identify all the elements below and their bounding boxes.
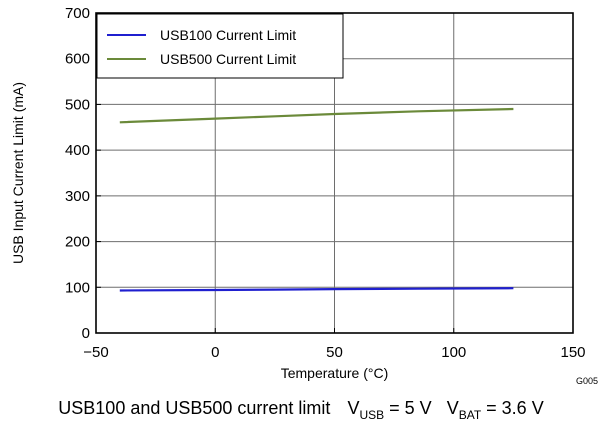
caption-text: USB100 and USB500 current limit [58, 398, 330, 418]
x-tick-label: 50 [326, 344, 343, 361]
x-tick-label: 150 [560, 344, 585, 361]
y-tick-label: 0 [82, 325, 90, 342]
legend-label-usb500: USB500 Current Limit [160, 51, 296, 67]
y-tick-label: 300 [65, 188, 90, 205]
y-tick-label: 200 [65, 234, 90, 251]
legend-box [96, 13, 344, 79]
caption-vusb-symbol: V [347, 398, 359, 418]
figure-caption: USB100 and USB500 current limit VUSB = 5… [58, 398, 543, 422]
x-tick-label: −50 [83, 344, 108, 361]
y-tick-label: 100 [65, 279, 90, 296]
y-tick-label: 500 [65, 96, 90, 113]
y-tick-label: 400 [65, 142, 90, 159]
y-tick-label: 600 [65, 51, 90, 68]
caption-vbat-value: = 3.6 V [481, 398, 544, 418]
legend: USB100 Current Limit USB500 Current Limi… [96, 13, 344, 79]
series-line-usb100 [119, 287, 514, 292]
y-tick-labels: 0 100 200 300 400 500 600 700 [65, 5, 90, 342]
x-axis-title: Temperature (°C) [281, 365, 389, 381]
caption-vusb-value: = 5 V [384, 398, 432, 418]
x-tick-label: 0 [211, 344, 219, 361]
legend-label-usb100: USB100 Current Limit [160, 27, 296, 43]
series-lines [119, 107, 514, 292]
caption-vbat-symbol: V [447, 398, 459, 418]
caption-vusb-subscript: USB [359, 408, 384, 422]
caption-vbat-subscript: BAT [459, 408, 482, 422]
x-tick-labels: −50 0 50 100 150 [83, 344, 585, 361]
y-tick-label: 700 [65, 5, 90, 22]
figure-id: G005 [576, 376, 598, 386]
y-axis-title: USB Input Current Limit (mA) [10, 82, 26, 264]
x-tick-label: 100 [441, 344, 466, 361]
series-line-usb500 [119, 107, 514, 124]
